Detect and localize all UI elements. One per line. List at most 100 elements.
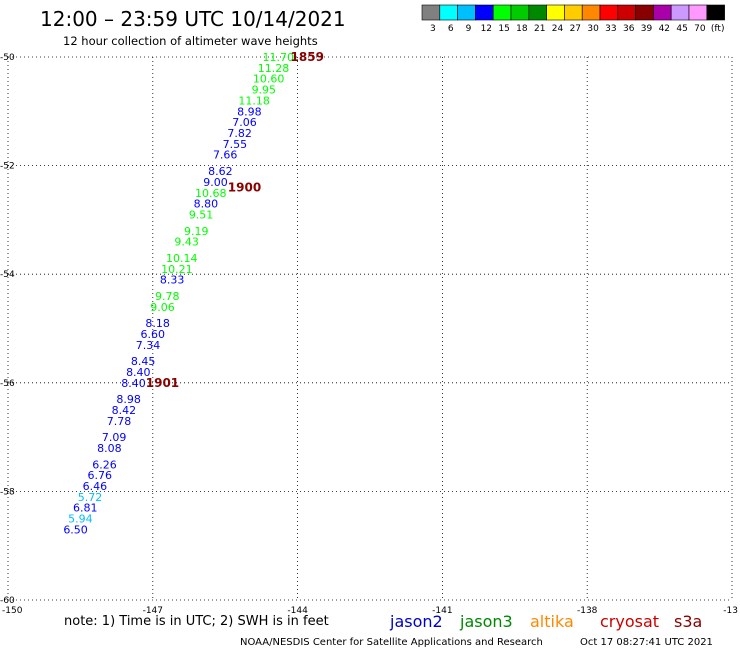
swh-value: 8.18 [145,317,170,330]
scale-swatch [653,4,672,21]
scale-label: 39 [641,24,653,34]
swh-value: 5.94 [68,513,93,526]
swh-value: 6.46 [83,480,108,493]
swh-value: 10.14 [166,252,198,265]
scale-swatch [475,4,494,21]
scale-swatch [688,4,708,21]
scale-label: 33 [605,24,616,34]
x-tick-label: -144 [287,606,308,616]
scale-label: 30 [587,24,599,34]
scale-swatch [457,4,476,21]
swh-value: 11.70 [263,51,295,64]
scale-swatch [635,4,654,21]
swh-value: 6.76 [87,469,112,482]
legend-jason3: jason3 [459,612,513,631]
swh-value: 8.62 [208,165,233,178]
swh-value: 8.98 [116,393,141,406]
color-scale: 3 6 9 12 15 18 21 24 27 30 33 36 39 42 45 70 (ft) [421,4,725,34]
legend-altika: altika [530,612,574,631]
swh-value: 8.98 [237,105,262,118]
scale-label: 70 [694,24,706,34]
swh-value: 7.09 [102,431,127,444]
scale-swatch [510,4,530,21]
axis-ticks: -50 -52 -54 -56 -58 -60-150 -147 -144 -141 -138 -1… [0,53,738,616]
time-label: 1900 [228,180,261,194]
swh-value: 6.81 [73,502,98,515]
swh-value: 8.45 [131,355,156,368]
x-tick-label: -138 [577,606,598,616]
scale-swatch [564,4,583,21]
swh-value: 10.60 [253,73,285,86]
x-tick-label: -147 [143,606,163,616]
swh-value: 9.95 [252,84,277,97]
swh-value: 8.08 [97,442,122,455]
swh-value: 9.78 [155,290,180,303]
scale-label: 12 [481,24,492,34]
swh-value: 7.06 [232,116,257,129]
scale-swatch [528,4,547,21]
scale-swatch [581,4,601,21]
footer-timestamp: Oct 17 08:27:41 UTC 2021 [580,637,713,648]
scale-label: 24 [552,24,564,34]
swh-value: 6.26 [92,458,117,471]
plot-grid [7,56,733,601]
swh-value: 8.33 [160,274,185,287]
scale-label: 6 [448,24,454,34]
time-label: 1901 [146,376,179,390]
legend-jason2: jason2 [389,612,443,631]
swh-value: 9.00 [203,176,228,189]
swh-value: 9.51 [189,208,214,221]
swh-value: 6.60 [141,328,166,341]
scale-label: 45 [676,24,687,34]
scale-label: (ft) [711,24,725,34]
time-labels: 1859 1900 1901 [146,50,324,390]
legend-cryosat: cryosat [600,612,659,631]
x-tick-label: -13 [723,606,738,616]
scale-label: 21 [534,24,545,34]
scale-swatch [439,4,458,21]
legend-s3a: s3a [674,612,702,631]
time-label: 1859 [291,50,324,64]
scale-label: 18 [516,24,528,34]
y-tick-label: -50 [0,53,15,63]
swh-value: 6.50 [63,523,88,536]
scale-swatch [546,4,565,21]
footer-note: note: 1) Time is in UTC; 2) SWH is in fe… [64,614,329,629]
scale-label: 9 [466,24,472,34]
y-tick-label: -58 [0,487,15,497]
swh-value: 8.40 [126,366,151,379]
scale-swatch [670,4,690,21]
swh-value: 9.43 [174,236,199,249]
swh-value: 7.34 [136,339,161,352]
scale-swatch [617,4,636,21]
scale-swatch [421,4,441,21]
swh-value: 7.78 [107,415,132,428]
swh-value: 8.40 [121,377,146,390]
scale-swatch [706,4,725,21]
scale-label: 36 [623,24,635,34]
swh-value: 10.21 [161,263,193,276]
x-tick-label: -150 [2,606,23,616]
satellite-legend: jason2 jason3 altika cryosat s3a [389,612,702,631]
y-tick-label: -56 [0,379,15,389]
scale-label: 15 [498,24,509,34]
y-tick-label: -54 [0,270,15,280]
scale-swatch [492,4,512,21]
swh-value: 9.06 [150,301,175,314]
scale-label: 27 [570,24,581,34]
swh-value: 10.68 [195,187,227,200]
swh-value: 8.42 [112,404,137,417]
footer-credit: NOAA/NESDIS Center for Satellite Applica… [240,637,543,648]
swh-value: 5.72 [78,491,103,504]
data-points: 11.7011.2810.609.9511.188.987.067.827.55… [63,51,294,536]
swh-value: 9.19 [184,225,209,238]
chart-title: 12:00 – 23:59 UTC 10/14/2021 [40,7,346,31]
swh-value: 7.55 [223,138,248,151]
swh-value: 11.18 [238,94,270,107]
y-tick-label: -52 [0,162,15,172]
swh-value: 7.82 [227,127,252,140]
scale-label: 3 [430,24,436,34]
scale-label: 42 [659,24,670,34]
